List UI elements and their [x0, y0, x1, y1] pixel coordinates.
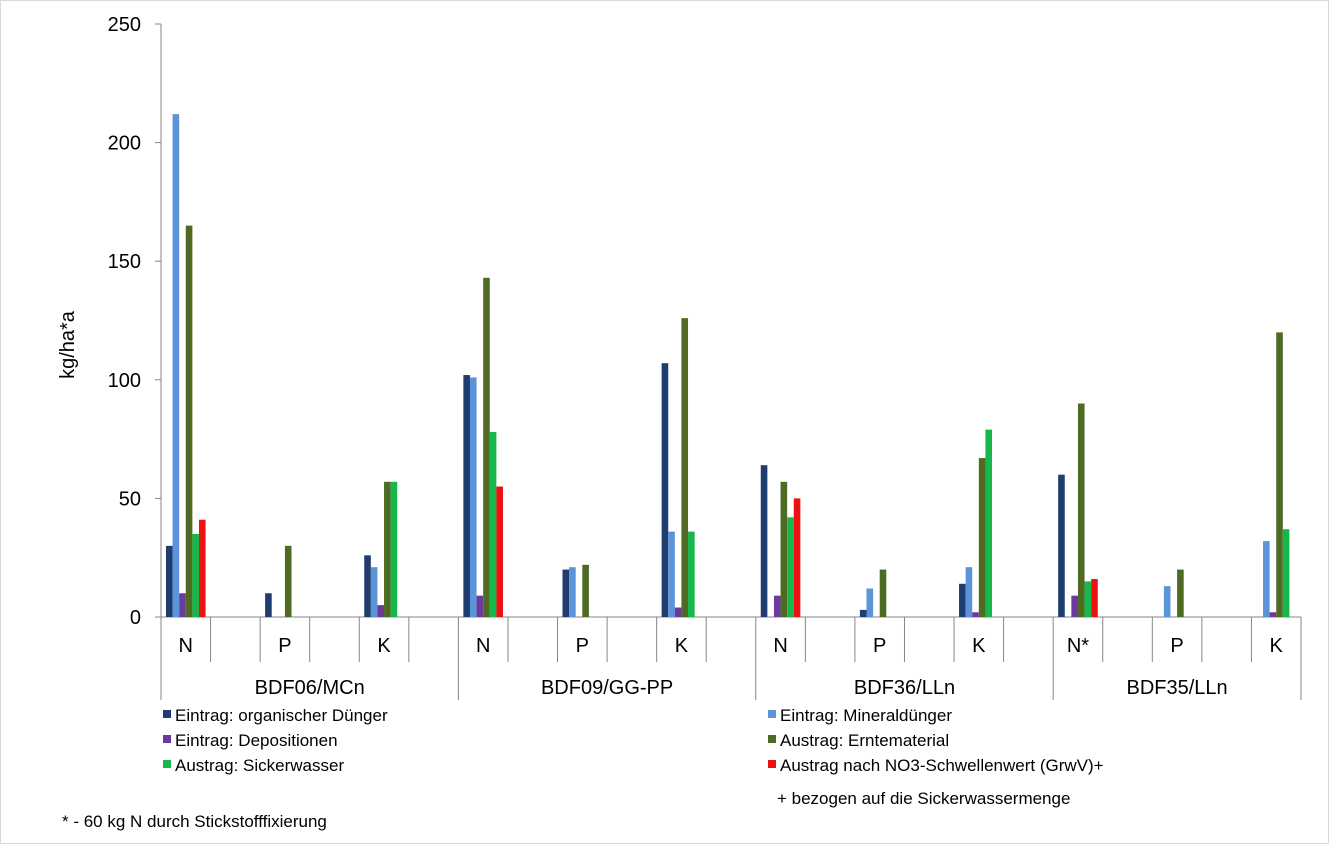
- bar: [985, 429, 993, 617]
- bar: [582, 564, 589, 617]
- bar: [773, 595, 781, 617]
- legend-label: Eintrag: organischer Dünger: [175, 706, 388, 725]
- bar: [879, 569, 887, 617]
- legend: Eintrag: organischer Dünger Eintrag: Mine…: [163, 706, 1104, 775]
- bar: [1276, 332, 1283, 617]
- x-group-label: BDF36/LLn: [854, 677, 955, 699]
- x-category-label: N: [773, 635, 787, 657]
- x-category-label: K: [972, 635, 986, 657]
- bar: [179, 593, 186, 617]
- bar: [489, 431, 497, 617]
- legend-swatch: [768, 710, 776, 718]
- bar: [172, 114, 180, 618]
- legend-swatch: [163, 760, 171, 768]
- bar: [496, 486, 503, 617]
- bar: [265, 593, 272, 617]
- x-category-label: P: [1170, 635, 1183, 657]
- bar: [483, 277, 490, 617]
- legend-swatch: [163, 710, 171, 718]
- bar: [463, 375, 470, 617]
- y-tick-label: 200: [108, 133, 141, 155]
- bar: [780, 481, 788, 617]
- bar: [661, 363, 669, 617]
- bar: [284, 545, 292, 617]
- bar: [1263, 541, 1270, 617]
- legend-label: Austrag: Erntematerial: [780, 731, 949, 750]
- bar: [978, 458, 986, 617]
- bar: [965, 567, 973, 617]
- y-tick-label: 50: [119, 488, 141, 510]
- bar: [1163, 586, 1171, 617]
- x-category-label: K: [675, 635, 689, 657]
- bar: [866, 588, 874, 617]
- annotation-footnote: * - 60 kg N durch Stickstofffixierung: [62, 812, 327, 831]
- bar: [569, 567, 576, 617]
- bar: [793, 498, 801, 617]
- x-category-label: P: [873, 635, 886, 657]
- bar: [1269, 612, 1277, 617]
- legend-label: Austrag nach NO3-Schwellenwert (GrwV)+: [780, 756, 1104, 775]
- plot-area: 0 50 100 150 200 250 N P K N P K N P K N* P K BDF06/MCn BDF…: [108, 14, 1302, 700]
- bar: [959, 583, 966, 617]
- bar: [185, 225, 193, 617]
- bar: [1282, 529, 1290, 617]
- legend-label: Eintrag: Mineraldünger: [780, 706, 952, 725]
- legend-label: Eintrag: Depositionen: [175, 731, 338, 750]
- bar: [760, 465, 768, 617]
- y-tick-label: 100: [108, 370, 141, 392]
- y-tick-label: 250: [108, 14, 141, 36]
- legend-swatch: [768, 735, 776, 743]
- bar: [1177, 569, 1184, 617]
- y-axis-title: kg/ha*a: [57, 310, 79, 379]
- bar: [198, 519, 206, 617]
- bar: [1071, 595, 1078, 617]
- bar: [674, 607, 682, 617]
- annotation-plus: + bezogen auf die Sickerwassermenge: [777, 789, 1070, 808]
- y-tick-label: 150: [108, 251, 141, 273]
- legend-swatch: [163, 735, 171, 743]
- bar: [469, 377, 477, 617]
- x-category-label: K: [377, 635, 391, 657]
- bar: [1091, 579, 1098, 617]
- bar: [562, 569, 570, 617]
- x-category-label: N*: [1067, 635, 1089, 657]
- x-group-label: BDF09/GG-PP: [541, 677, 673, 699]
- y-tick-label: 0: [130, 607, 141, 629]
- bar: [390, 481, 398, 617]
- bar: [377, 605, 385, 617]
- x-category-label: P: [576, 635, 589, 657]
- bar: [668, 531, 675, 617]
- bar: [1084, 581, 1092, 617]
- bar: [384, 481, 391, 617]
- bar: [1077, 403, 1085, 617]
- bar: [681, 318, 689, 617]
- bar: [476, 595, 484, 617]
- bar: [192, 533, 199, 617]
- x-group-label: BDF35/LLn: [1127, 677, 1228, 699]
- bar: [972, 612, 979, 617]
- bar: [688, 531, 695, 617]
- x-category-label: K: [1270, 635, 1284, 657]
- bar: [364, 555, 371, 617]
- bar: [859, 609, 867, 617]
- x-category-label: N: [179, 635, 193, 657]
- bar: [1058, 474, 1065, 617]
- legend-label: Austrag: Sickerwasser: [175, 756, 344, 775]
- bar: [787, 517, 794, 617]
- bar: [165, 545, 173, 617]
- x-category-label: N: [476, 635, 490, 657]
- x-category-label: P: [278, 635, 291, 657]
- bar: [370, 567, 378, 617]
- x-group-label: BDF06/MCn: [255, 677, 365, 699]
- legend-swatch: [768, 760, 776, 768]
